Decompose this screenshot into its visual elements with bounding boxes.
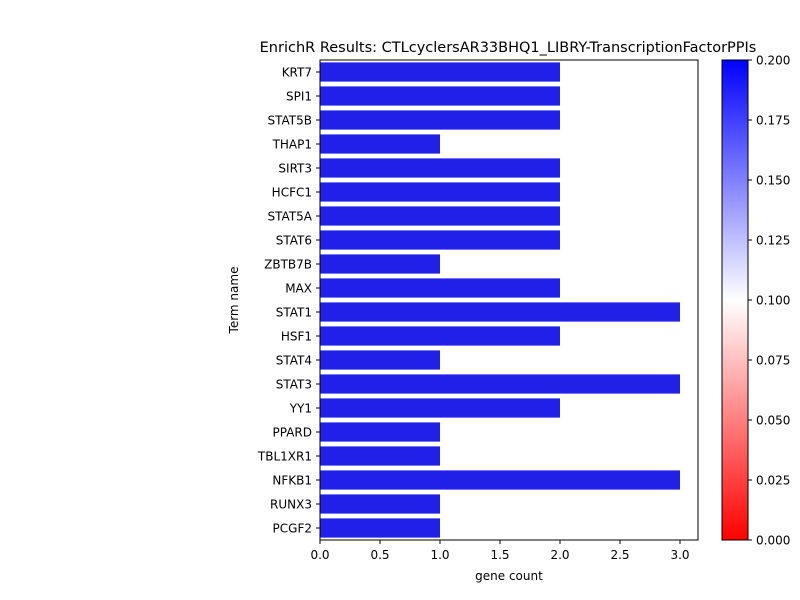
- y-tick-label: SPI1: [286, 90, 312, 104]
- colorbar-tick-label: 0.200: [756, 54, 790, 68]
- bar-max: [320, 278, 560, 298]
- x-axis-label: gene count: [475, 569, 543, 583]
- x-tick-label: 0.5: [370, 548, 389, 562]
- bar-nfkb1: [320, 470, 680, 490]
- y-tick-label: STAT5A: [268, 210, 313, 224]
- colorbar-tick-label: 0.050: [756, 414, 790, 428]
- x-tick-label: 2.5: [610, 548, 629, 562]
- y-tick-label: STAT3: [276, 378, 312, 392]
- y-tick-label: ZBTB7B: [264, 258, 312, 272]
- colorbar-tick-labels: 0.000 0.025 0.050 0.075 0.100 0.125 0.150 0.175…: [748, 54, 790, 548]
- bar-runx3: [320, 494, 440, 514]
- plot-frame: [319, 59, 699, 541]
- y-tick-label: RUNX3: [270, 498, 312, 512]
- bar-yy1: [320, 398, 560, 418]
- bar-spi1: [320, 86, 560, 106]
- y-tick-label: STAT4: [276, 354, 312, 368]
- bar-stat3: [320, 374, 680, 394]
- y-tick-label: HSF1: [281, 330, 312, 344]
- x-tick-label: 0.0: [310, 548, 329, 562]
- bar-tbl1xr1: [320, 446, 440, 466]
- bar-krt7: [320, 62, 560, 82]
- colorbar-tick-label: 0.025: [756, 474, 790, 488]
- y-tick-label: NFKB1: [272, 474, 312, 488]
- y-axis-label: Term name: [227, 267, 241, 335]
- colorbar-tick-label: 0.075: [756, 354, 790, 368]
- bar-hsf1: [320, 326, 560, 346]
- bar-stat6: [320, 230, 560, 250]
- bar-stat4: [320, 350, 440, 370]
- bar-sirt3: [320, 158, 560, 178]
- bar-zbtb7b: [320, 254, 440, 274]
- y-tick-label: TBL1XR1: [257, 450, 312, 464]
- bars-group: [320, 62, 680, 538]
- y-tick-label: STAT1: [276, 306, 312, 320]
- colorbar: 0.000 0.025 0.050 0.075 0.100 0.125 0.150 0.175…: [721, 54, 790, 548]
- colorbar-tick-label: 0.100: [756, 294, 790, 308]
- y-tick-label: THAP1: [272, 138, 312, 152]
- bar-hcfc1: [320, 182, 560, 202]
- y-tick-label: MAX: [285, 282, 312, 296]
- y-tick-label: STAT5B: [268, 114, 313, 128]
- colorbar-tick-label: 0.000: [756, 534, 790, 548]
- y-tick-labels: KRT7 SPI1 STAT5B THAP1 SIRT3 HCFC1 STAT5A STAT6…: [257, 66, 320, 536]
- y-tick-label: PCGF2: [273, 522, 312, 536]
- chart-title: EnrichR Results: CTLcyclersAR33BHQ1_LIBR…: [260, 40, 757, 56]
- x-tick-label: 3.0: [670, 548, 689, 562]
- y-tick-label: STAT6: [276, 234, 312, 248]
- colorbar-gradient: [721, 59, 749, 541]
- y-tick-label: SIRT3: [278, 162, 312, 176]
- x-tick-labels: 0.0 0.5 1.0 1.5 2.0 2.5 3.0: [310, 540, 690, 562]
- colorbar-tick-label: 0.150: [756, 174, 790, 188]
- bar-stat5a: [320, 206, 560, 226]
- bar-thap1: [320, 134, 440, 154]
- x-tick-label: 2.0: [550, 548, 569, 562]
- bar-stat1: [320, 302, 680, 322]
- colorbar-tick-label: 0.175: [756, 114, 790, 128]
- y-tick-label: HCFC1: [272, 186, 312, 200]
- y-tick-label: KRT7: [282, 66, 312, 80]
- x-tick-label: 1.0: [430, 548, 449, 562]
- bar-pcgf2: [320, 518, 440, 538]
- bar-ppard: [320, 422, 440, 442]
- x-tick-label: 1.5: [490, 548, 509, 562]
- colorbar-tick-label: 0.125: [756, 234, 790, 248]
- y-tick-label: YY1: [289, 402, 312, 416]
- bar-stat5b: [320, 110, 560, 130]
- y-tick-label: PPARD: [273, 426, 313, 440]
